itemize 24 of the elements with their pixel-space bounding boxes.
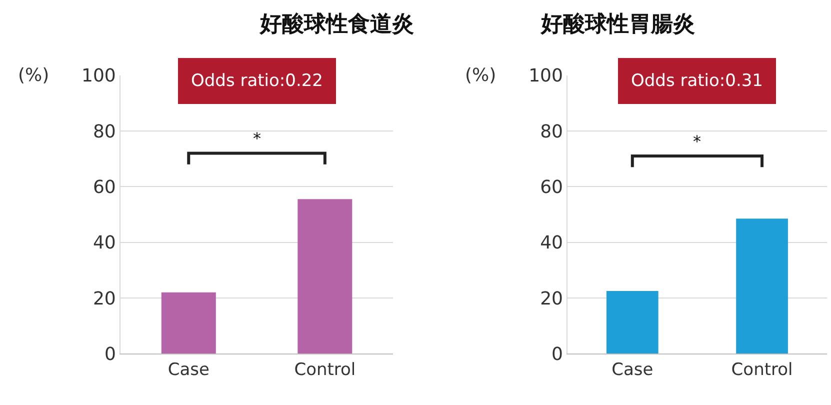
x-tick-label: Control	[731, 360, 793, 380]
y-axis-title: (%)	[465, 65, 496, 86]
annotation: Odds ratio:0.31	[631, 71, 763, 91]
y-tick-label: 60	[92, 176, 116, 198]
y-tick-label: 0	[104, 344, 116, 365]
y-tick-label: 100	[82, 66, 116, 87]
x-tick-label: Case	[612, 360, 654, 380]
annotation: *	[253, 129, 261, 148]
y-tick-label: 100	[528, 66, 563, 87]
y-tick-label: 40	[92, 232, 116, 254]
y-tick-label: 20	[540, 288, 563, 310]
y-tick-label: 80	[540, 121, 563, 142]
y-tick-label: 20	[92, 288, 116, 310]
annotation: *	[693, 132, 701, 151]
chart-title: 好酸球性食道炎	[259, 12, 414, 37]
y-tick-label: 60	[540, 176, 563, 198]
chart-title: 好酸球性胃腸炎	[540, 12, 695, 37]
annotation: Odds ratio:0.22	[191, 71, 323, 91]
y-tick-label: 0	[552, 344, 563, 365]
x-tick-label: Control	[294, 360, 356, 380]
y-tick-label: 40	[540, 232, 563, 254]
x-tick-label: Case	[168, 360, 210, 380]
y-axis-title: (%)	[18, 65, 50, 86]
y-tick-label: 80	[92, 121, 116, 142]
